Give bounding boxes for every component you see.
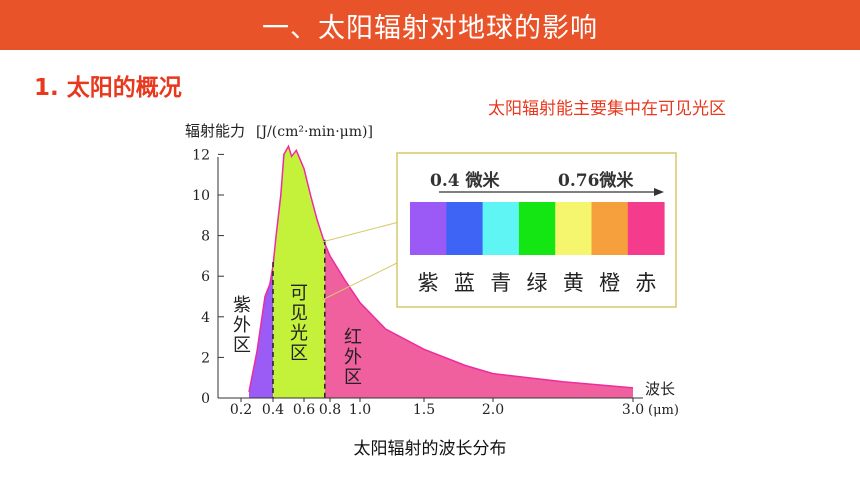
x-tick-label: 0.4	[262, 402, 284, 418]
spectrum-color-name: 蓝	[454, 271, 475, 295]
x-axis-label: 波长	[645, 380, 675, 398]
y-tick-label: 12	[192, 147, 210, 163]
x-axis-unit: (μm)	[648, 403, 679, 418]
x-tick-label: 0.6	[293, 402, 315, 418]
visible-region-area	[273, 146, 325, 398]
chart-caption: 太阳辐射的波长分布	[353, 439, 507, 459]
y-tick-label: 10	[192, 188, 210, 204]
spectrum-color-name: 青	[490, 271, 511, 295]
x-tick-label: 0.2	[230, 402, 252, 418]
inset-connector-lower	[321, 261, 400, 301]
wavelength-label-end: 0.76微米	[558, 170, 634, 191]
spectrum-swatch	[482, 202, 520, 255]
spectrum-color-name: 紫	[418, 271, 439, 295]
spectrum-color-name: 绿	[527, 271, 548, 295]
inset-connector-upper	[321, 221, 400, 243]
region-label: 紫外区	[233, 295, 251, 356]
title-banner: 一、太阳辐射对地球的影响	[0, 0, 860, 50]
wavelength-label-start: 0.4 微米	[430, 170, 500, 191]
spectrum-inset: 0.4 微米 0.76微米 紫蓝青绿黄橙赤	[396, 152, 677, 308]
page-title: 一、太阳辐射对地球的影响	[262, 12, 598, 44]
region-label: 可见光区	[290, 283, 308, 364]
y-tick-label: 6	[201, 269, 210, 285]
spectrum-swatch	[446, 202, 484, 255]
spectrum-color-name: 赤	[635, 271, 656, 295]
spectrum-swatch	[410, 202, 447, 255]
y-tick-label: 0	[201, 391, 210, 407]
radiation-curve	[248, 144, 634, 393]
spectrum-swatch	[518, 202, 556, 255]
spectrum-swatch	[555, 202, 592, 255]
spectrum-color-name: 黄	[563, 271, 584, 295]
y-tick-label: 4	[201, 310, 210, 326]
x-tick-label: 3.0	[622, 402, 644, 418]
x-tick-label: 1.0	[349, 402, 371, 418]
spectrum-color-name: 橙	[599, 271, 620, 295]
x-tick-label: 0.8	[319, 402, 341, 418]
spectrum-swatch	[627, 202, 665, 255]
region-label: 红外区	[344, 327, 362, 388]
section-heading: 1. 太阳的概况	[34, 75, 182, 101]
wavelength-arrow-head	[654, 188, 664, 196]
y-tick-label: 8	[201, 229, 210, 245]
y-axis-label: 辐射能力	[185, 122, 245, 140]
spectrum-swatch	[591, 202, 629, 255]
y-axis-unit: [J/(cm²·min·μm)]	[256, 124, 373, 140]
ir-region-area	[324, 243, 633, 398]
x-tick-label: 1.5	[413, 402, 435, 418]
y-tick-label: 2	[201, 350, 210, 366]
x-tick-label: 2.0	[482, 402, 504, 418]
callout-note: 太阳辐射能主要集中在可见光区	[488, 99, 726, 119]
